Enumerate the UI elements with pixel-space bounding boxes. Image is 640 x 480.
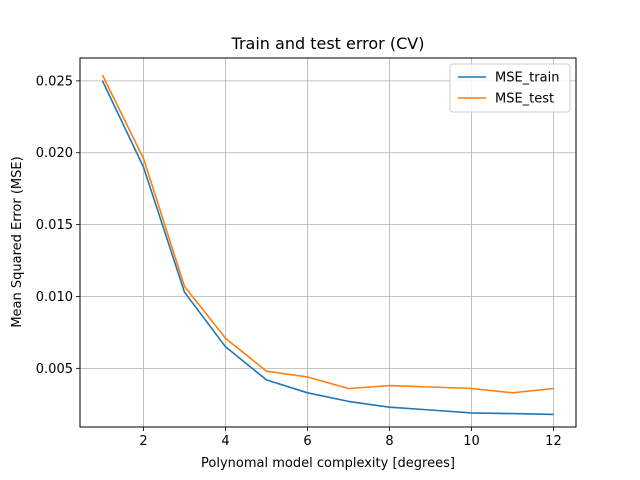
x-tick-label: 12 (545, 434, 562, 449)
x-tick-label: 4 (221, 434, 229, 449)
plot-frame (79, 57, 577, 428)
x-tick-label: 10 (463, 434, 480, 449)
x-tick-label: 8 (385, 434, 393, 449)
y-axis-label: Mean Squared Error (MSE) (10, 156, 25, 327)
series-line-mse-train (101, 80, 554, 416)
y-tick-label: 0.025 (36, 74, 73, 89)
legend-box (449, 63, 571, 113)
legend-label: MSE_train (495, 71, 559, 86)
legend-label: MSE_test (495, 92, 554, 107)
axis-ticks: 2 4 6 8 10 12 0.005 0.010 0.015 0.020 0.025 (36, 74, 562, 449)
y-tick-label: 0.005 (36, 362, 73, 377)
plot-area (80, 58, 576, 427)
y-tick-label: 0.020 (36, 146, 73, 161)
series-line-mse-test (101, 74, 554, 394)
chart-title: Train and test error (CV) (231, 34, 425, 53)
x-tick-label: 2 (139, 434, 147, 449)
series-lines (101, 74, 554, 416)
y-tick-label: 0.010 (36, 290, 73, 305)
y-tick-label: 0.015 (36, 218, 73, 233)
legend: MSE_train MSE_test (449, 63, 571, 113)
x-tick-label: 6 (303, 434, 311, 449)
x-axis-label: Polynomal model complexity [degrees] (201, 456, 455, 471)
